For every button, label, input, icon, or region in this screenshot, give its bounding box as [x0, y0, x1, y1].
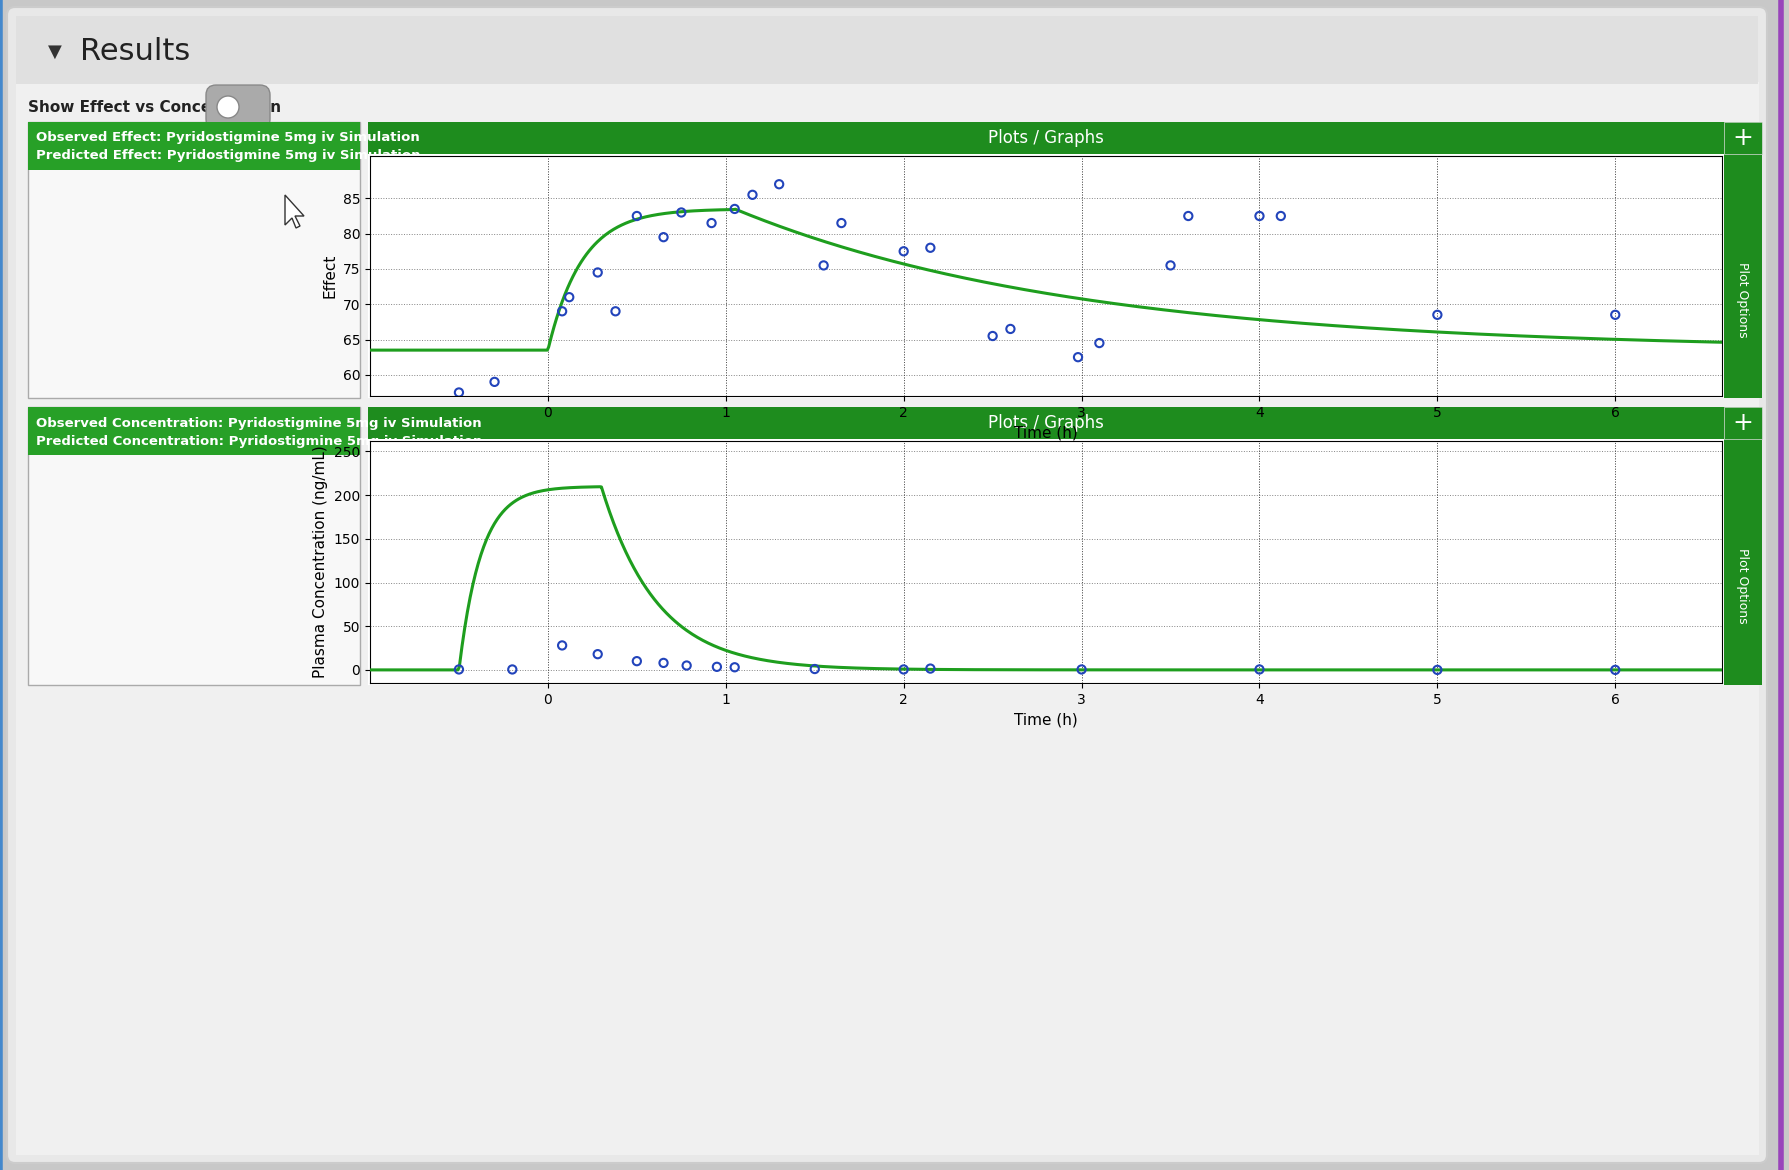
Point	[827, 214, 855, 233]
Text: Predicted Effect: Pyridostigmine 5mg iv Simulation: Predicted Effect: Pyridostigmine 5mg iv …	[36, 150, 420, 163]
Point	[739, 186, 767, 205]
Point	[1068, 660, 1097, 679]
Point	[703, 658, 732, 676]
X-axis label: Time (h): Time (h)	[1014, 713, 1079, 728]
Text: Predicted Concentration: Pyridostigmine 5mg iv Simulation: Predicted Concentration: Pyridostigmine …	[36, 434, 483, 447]
Point	[667, 204, 696, 222]
Text: Results: Results	[81, 37, 190, 67]
Point	[601, 302, 630, 321]
Point	[1267, 207, 1295, 226]
Point	[623, 652, 651, 670]
Text: ▼: ▼	[48, 43, 63, 61]
Bar	[1725, 407, 1762, 439]
Point	[673, 656, 701, 675]
Point	[623, 207, 651, 226]
Bar	[1725, 407, 1762, 684]
Point	[649, 654, 678, 673]
Bar	[29, 407, 360, 455]
Point	[497, 660, 526, 679]
Point	[547, 302, 576, 321]
Point	[547, 636, 576, 655]
X-axis label: Time (h): Time (h)	[1014, 425, 1079, 440]
Point	[766, 174, 794, 193]
Text: +: +	[1732, 411, 1753, 435]
Point	[721, 658, 750, 676]
Point	[1174, 207, 1202, 226]
Bar	[369, 154, 1725, 398]
Point	[916, 659, 945, 677]
Bar	[29, 122, 360, 170]
Point	[800, 660, 828, 679]
Point	[916, 239, 945, 257]
Circle shape	[216, 96, 240, 118]
Bar	[29, 122, 360, 398]
Bar	[369, 439, 1725, 684]
Bar	[29, 407, 360, 684]
Point	[889, 660, 918, 679]
Point	[445, 660, 474, 679]
Point	[445, 383, 474, 401]
Text: Observed Concentration: Pyridostigmine 5mg iv Simulation: Observed Concentration: Pyridostigmine 5…	[36, 417, 481, 429]
Text: Show Effect vs Concentration: Show Effect vs Concentration	[29, 101, 281, 116]
Text: +: +	[1732, 126, 1753, 150]
Point	[1086, 333, 1115, 352]
Text: Plots / Graphs: Plots / Graphs	[988, 414, 1104, 432]
Point	[555, 288, 583, 307]
FancyBboxPatch shape	[7, 7, 1768, 1163]
Point	[721, 200, 750, 219]
FancyBboxPatch shape	[206, 85, 270, 129]
Bar	[1725, 122, 1762, 154]
Y-axis label: Effect: Effect	[322, 254, 336, 298]
Point	[809, 256, 837, 275]
Point	[479, 372, 508, 391]
Bar	[369, 407, 1725, 439]
Text: Plot Options: Plot Options	[1737, 549, 1750, 624]
Point	[583, 263, 612, 282]
Text: Plot Options: Plot Options	[1737, 262, 1750, 338]
Point	[1601, 661, 1630, 680]
Bar	[369, 122, 1725, 154]
Point	[889, 242, 918, 261]
Text: Plots / Graphs: Plots / Graphs	[988, 129, 1104, 147]
Bar	[1725, 122, 1762, 398]
Point	[1422, 661, 1451, 680]
Point	[979, 326, 1007, 345]
Point	[1245, 660, 1274, 679]
Y-axis label: Plasma Concentration (ng/mL): Plasma Concentration (ng/mL)	[313, 446, 329, 679]
Point	[1422, 305, 1451, 324]
Point	[1601, 305, 1630, 324]
Point	[1064, 347, 1093, 366]
Point	[583, 645, 612, 663]
Point	[649, 228, 678, 247]
Point	[1245, 207, 1274, 226]
Point	[698, 214, 726, 233]
Bar	[16, 16, 1759, 84]
Point	[1156, 256, 1184, 275]
Point	[996, 319, 1025, 338]
Polygon shape	[284, 195, 304, 228]
Text: Observed Effect: Pyridostigmine 5mg iv Simulation: Observed Effect: Pyridostigmine 5mg iv S…	[36, 131, 420, 145]
